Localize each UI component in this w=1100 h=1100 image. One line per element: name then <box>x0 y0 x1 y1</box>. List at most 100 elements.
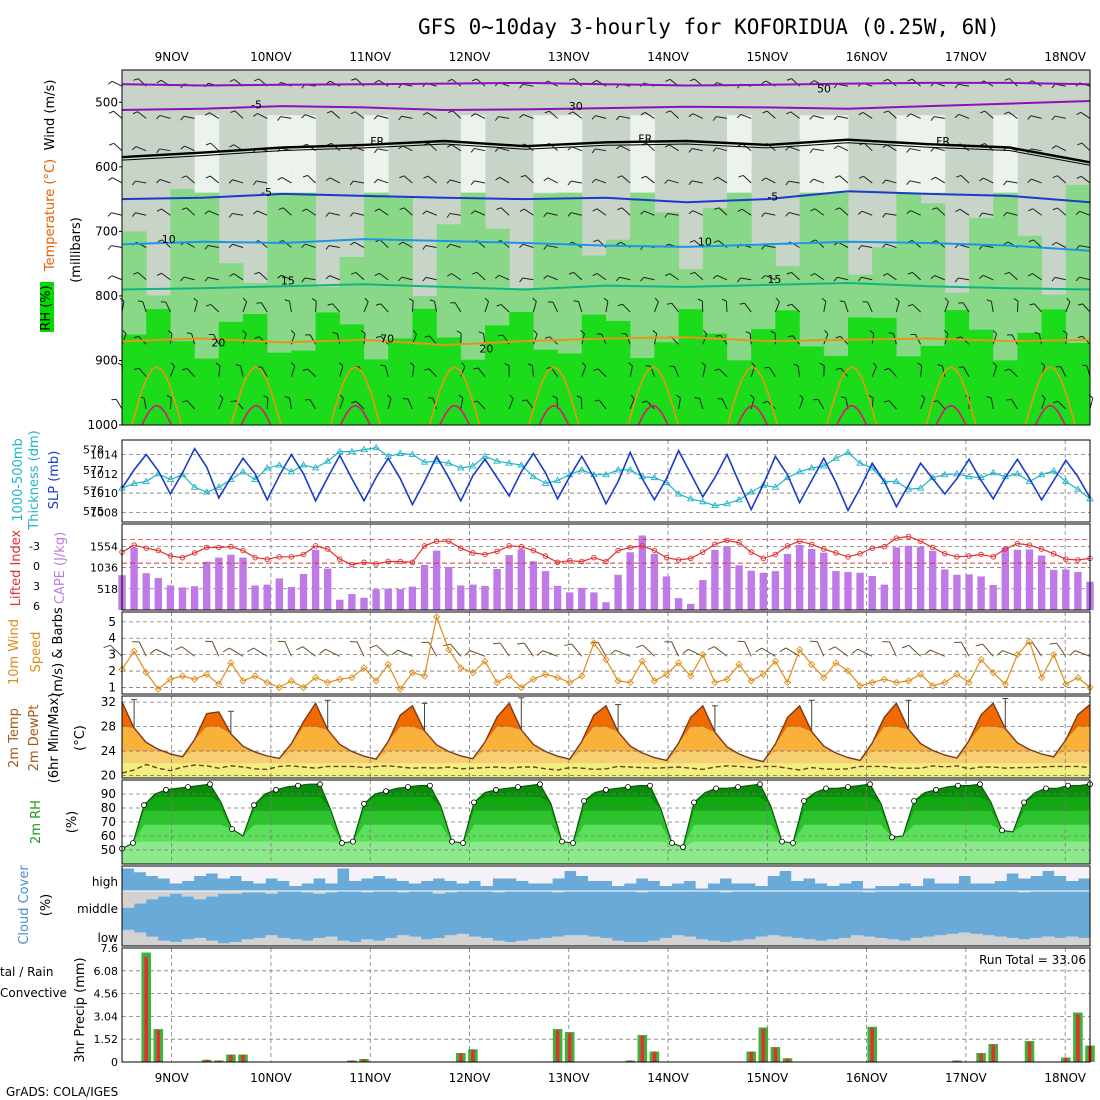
upper-wind-barb <box>573 78 583 87</box>
upper-wind-barb <box>1030 148 1042 152</box>
upper-wind-barb-flag <box>447 144 452 148</box>
upper-wind-barb-flag <box>906 148 911 153</box>
upper-wind-barb <box>670 110 679 119</box>
cloud-high-clear <box>325 866 338 884</box>
rh2m-point <box>449 838 455 845</box>
cape-bar <box>565 592 574 610</box>
upper-wind-barb-flag <box>543 177 549 182</box>
rh2m-point <box>361 800 367 807</box>
upper-wind-barb <box>256 180 268 184</box>
cloud-high-clear <box>289 866 302 886</box>
lifted-index-point <box>143 545 149 551</box>
wind10m-speed-line <box>121 614 1091 691</box>
cape-bar <box>311 549 320 610</box>
upper-wind-barb <box>401 115 413 119</box>
upper-wind-barb-flag <box>253 113 258 117</box>
cloud-low-bar <box>540 937 553 946</box>
cloud-middle-bar <box>229 891 242 894</box>
thickness-tick-label: 577 <box>83 464 104 477</box>
upper-wind-barb <box>885 179 897 184</box>
rh2m-point <box>779 838 785 845</box>
wind10m-point <box>178 672 187 680</box>
upper-wind-barb-flag <box>833 145 839 150</box>
thickness-point <box>553 476 562 483</box>
upper-wind-barb <box>861 276 873 281</box>
upper-wind-barb-flag <box>688 148 693 153</box>
upper-wind-barb-flag <box>470 210 476 215</box>
upper-wind-barb <box>813 178 824 184</box>
upper-wind-barb <box>546 212 558 216</box>
cape-bar <box>1049 569 1058 610</box>
rh2m-label-2: (%) <box>65 811 80 834</box>
upper-wind-barb-flag <box>883 78 889 82</box>
temp-contour--10 <box>121 81 1091 87</box>
upper-wind-barb <box>353 146 365 152</box>
upper-wind-barb-flag <box>133 78 139 81</box>
upper-wind-barb-flag <box>374 208 380 212</box>
wind10m-point <box>396 685 404 693</box>
upper-wind-barb-flag <box>473 367 479 370</box>
upper-wind-barb <box>353 180 365 184</box>
wind10m-point <box>820 673 828 682</box>
upper-wind-barb-flag <box>884 368 890 371</box>
upper-wind-barb-flag <box>592 208 598 212</box>
upper-wind-barb <box>377 178 389 184</box>
rh2m-point <box>427 782 433 789</box>
upper-wind-barb-flag <box>204 112 210 116</box>
upper-wind-barb <box>427 112 437 119</box>
upper-wind-barb-flag <box>360 330 366 334</box>
precip-frame <box>121 947 1091 1063</box>
upper-wind-barb <box>402 241 413 248</box>
cloud-high-clear <box>384 866 398 879</box>
upper-wind-barb <box>629 365 633 377</box>
upper-wind-barb <box>646 400 655 410</box>
upper-wind-barb-flag <box>884 400 890 403</box>
lifted-index-point <box>167 553 174 559</box>
upper-wind-barb <box>788 212 800 216</box>
upper-wind-barb-flag <box>978 274 984 279</box>
cape-label: CAPE (J/kg) <box>53 532 68 604</box>
day-label-bottom: 16NOV <box>846 1071 888 1085</box>
cloud-high-clear <box>886 866 900 886</box>
rh2m-point <box>515 784 521 790</box>
upper-wind-barb-flag <box>332 331 338 335</box>
upper-wind-barb-flag <box>412 330 417 335</box>
upper-wind-barb <box>526 399 534 410</box>
cloud-high-clear <box>659 866 673 886</box>
rh-dry-patch <box>896 115 922 193</box>
upper-wind-barb-flag <box>351 400 357 404</box>
upper-wind-barb-flag <box>284 299 290 302</box>
upper-wind-barb <box>934 275 945 281</box>
wind10m-barb-flag <box>493 642 501 645</box>
rh2m-point <box>1021 799 1027 806</box>
upper-wind-barb-flag <box>931 207 937 210</box>
upper-wind-barb <box>992 333 998 345</box>
rh-saturated-column <box>267 352 292 425</box>
upper-wind-barb <box>1065 301 1071 313</box>
wind10m-point <box>916 670 925 678</box>
upper-wind-barb <box>621 207 631 216</box>
upper-wind-barb-flag <box>1076 175 1082 179</box>
thickness-point <box>215 483 223 490</box>
cloud-low-bar <box>707 940 720 946</box>
lifted-index-point <box>276 554 283 560</box>
cloud-high-clear <box>337 866 350 869</box>
upper-wind-barb <box>186 400 195 410</box>
cape-bar <box>614 574 622 610</box>
upper-wind-barb-flag <box>374 79 380 84</box>
upper-wind-barb <box>547 275 558 281</box>
li-tick-label: 6 <box>33 600 40 613</box>
rh2m-point <box>977 781 983 788</box>
cloud-low-bar <box>241 939 254 946</box>
precip-convective-bar <box>350 1060 354 1062</box>
rh-saturated-column <box>243 314 268 425</box>
upper-wind-barb <box>426 210 437 216</box>
upper-wind-barb <box>165 301 171 313</box>
wind10m-barb <box>642 644 655 657</box>
thickness-point <box>699 497 707 505</box>
upper-wind-barb <box>1065 333 1068 345</box>
upper-wind-barb-flag <box>930 176 936 181</box>
cloud-high-clear <box>408 866 422 884</box>
upper-wind-barb-flag <box>228 179 233 184</box>
rh-saturated-column <box>751 329 776 425</box>
